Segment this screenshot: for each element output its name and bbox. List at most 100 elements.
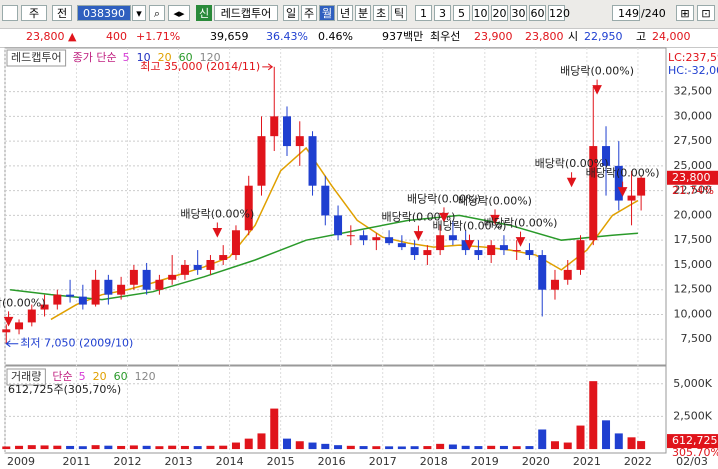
volume-bar bbox=[436, 443, 445, 450]
volume-summary: 612,725주(305,70%) bbox=[8, 383, 121, 396]
y-tick-label: 27,500 bbox=[674, 134, 713, 147]
volume-bar bbox=[40, 445, 49, 450]
candle-body bbox=[448, 235, 457, 241]
y-tick-label: 25,000 bbox=[674, 159, 713, 172]
volume-bar bbox=[283, 438, 292, 450]
period-button[interactable]: 120 bbox=[548, 5, 570, 21]
volume-ratio: 36.43% bbox=[266, 30, 308, 43]
candle-body bbox=[410, 247, 419, 256]
tool-icon[interactable]: ⊞ bbox=[676, 5, 694, 21]
period-button[interactable]: 초 bbox=[373, 5, 389, 21]
candle-body bbox=[2, 329, 11, 333]
code-input[interactable]: 038390 bbox=[77, 5, 131, 21]
marker-arrow bbox=[566, 172, 577, 188]
candle-body bbox=[627, 195, 636, 201]
period-button[interactable]: 분 bbox=[355, 5, 371, 21]
toolbar: 주 전 038390 ▾ ⌕ ◂▸ 신 레드캡투어 일 주 월 년 분 초 틱 1 3 5 10 20… bbox=[0, 0, 718, 29]
last-price-box bbox=[667, 170, 718, 185]
volume-bar bbox=[487, 445, 496, 450]
period-button[interactable]: 월 bbox=[319, 5, 335, 21]
candle-body bbox=[385, 237, 394, 244]
x-tick-label: 2019 bbox=[471, 455, 499, 468]
volume-bar bbox=[53, 445, 62, 450]
candle-body bbox=[244, 185, 253, 231]
x-tick-label: 2015 bbox=[267, 455, 295, 468]
volume-bar bbox=[525, 446, 534, 450]
volume-bar bbox=[27, 445, 36, 450]
period-button[interactable]: 10 bbox=[472, 5, 489, 21]
volume-bar bbox=[168, 445, 177, 450]
ask: 23,900 bbox=[474, 30, 513, 43]
volume-bar bbox=[627, 437, 636, 450]
period-button[interactable]: 일 bbox=[283, 5, 299, 21]
volume-panel bbox=[4, 365, 667, 454]
period-button[interactable]: 주 bbox=[301, 5, 317, 21]
candle-body bbox=[538, 255, 547, 290]
up-arrow: ▲ bbox=[68, 30, 77, 43]
stock-name: 레드캡투어 bbox=[214, 5, 278, 21]
candle-body bbox=[142, 269, 151, 290]
menu-icon[interactable] bbox=[2, 5, 18, 21]
prev-button[interactable]: 전 bbox=[52, 5, 72, 21]
y-tick-label: 15,000 bbox=[674, 258, 713, 271]
x-tick-label: 2014 bbox=[216, 455, 244, 468]
amount: 937백만 bbox=[382, 30, 424, 43]
marker-label: 배당락(0.00%) bbox=[180, 208, 254, 221]
period-button[interactable]: 60 bbox=[529, 5, 546, 21]
y-tick-label: 10,000 bbox=[674, 307, 713, 320]
last-volume: 612,725 bbox=[672, 434, 718, 447]
candle-body bbox=[576, 240, 585, 270]
candle-body bbox=[359, 235, 368, 241]
best-label: 최우선 bbox=[430, 30, 461, 43]
volume-bar bbox=[474, 446, 483, 450]
period-button[interactable]: 1 bbox=[415, 5, 432, 21]
count-input[interactable]: 149 bbox=[612, 5, 640, 21]
x-tick-label: 2021 bbox=[573, 455, 601, 468]
last-volume-box bbox=[667, 434, 718, 449]
volume-bar bbox=[117, 445, 126, 450]
change-pct: +1.71% bbox=[136, 30, 181, 43]
market-select[interactable]: 주 bbox=[21, 5, 47, 21]
x-tick-label: 2018 bbox=[420, 455, 448, 468]
marker-arrow bbox=[592, 79, 602, 95]
volume-bar bbox=[257, 433, 266, 450]
candle-body bbox=[129, 269, 138, 285]
candle-body bbox=[334, 215, 343, 236]
volume-bar bbox=[538, 429, 547, 450]
sound[interactable]: ◂▸ bbox=[168, 5, 190, 21]
candle-body bbox=[27, 309, 36, 323]
period-button[interactable]: 3 bbox=[434, 5, 451, 21]
candle-body bbox=[461, 240, 470, 251]
candle-body bbox=[180, 264, 189, 275]
y-tick-label: 7,500 bbox=[681, 332, 713, 345]
marker-label: 배당락(0.00%) bbox=[586, 167, 660, 180]
period-button[interactable]: 20 bbox=[491, 5, 508, 21]
period-button[interactable]: 30 bbox=[510, 5, 527, 21]
volume-bar bbox=[397, 446, 406, 450]
dropdown[interactable]: ▾ bbox=[132, 5, 146, 21]
period-button[interactable]: 5 bbox=[453, 5, 470, 21]
period-button[interactable]: 년 bbox=[337, 5, 353, 21]
tool-icon[interactable]: ⊡ bbox=[697, 5, 715, 21]
period-button[interactable]: 틱 bbox=[391, 5, 407, 21]
volume-bar bbox=[614, 433, 623, 450]
candle-body bbox=[499, 245, 508, 251]
x-tick-label: 2022 bbox=[624, 455, 652, 468]
search[interactable]: ⌕ bbox=[149, 5, 165, 21]
candle-body bbox=[104, 279, 113, 295]
volume-bar bbox=[78, 446, 87, 450]
moving-average bbox=[50, 146, 639, 321]
candle-body bbox=[614, 165, 623, 201]
legend-entry: 5 bbox=[79, 370, 86, 383]
volume-bar bbox=[563, 442, 572, 450]
volume-bar bbox=[550, 441, 559, 450]
marker-arrow bbox=[490, 209, 500, 225]
candle-body bbox=[193, 264, 202, 270]
volume-bar bbox=[270, 408, 279, 450]
legend-box bbox=[6, 49, 67, 67]
price-panel bbox=[4, 47, 667, 366]
volume-bar bbox=[206, 445, 215, 450]
badge: 신 bbox=[196, 5, 212, 21]
legend-entry: 10 bbox=[137, 51, 151, 64]
change: 400 bbox=[106, 30, 127, 43]
